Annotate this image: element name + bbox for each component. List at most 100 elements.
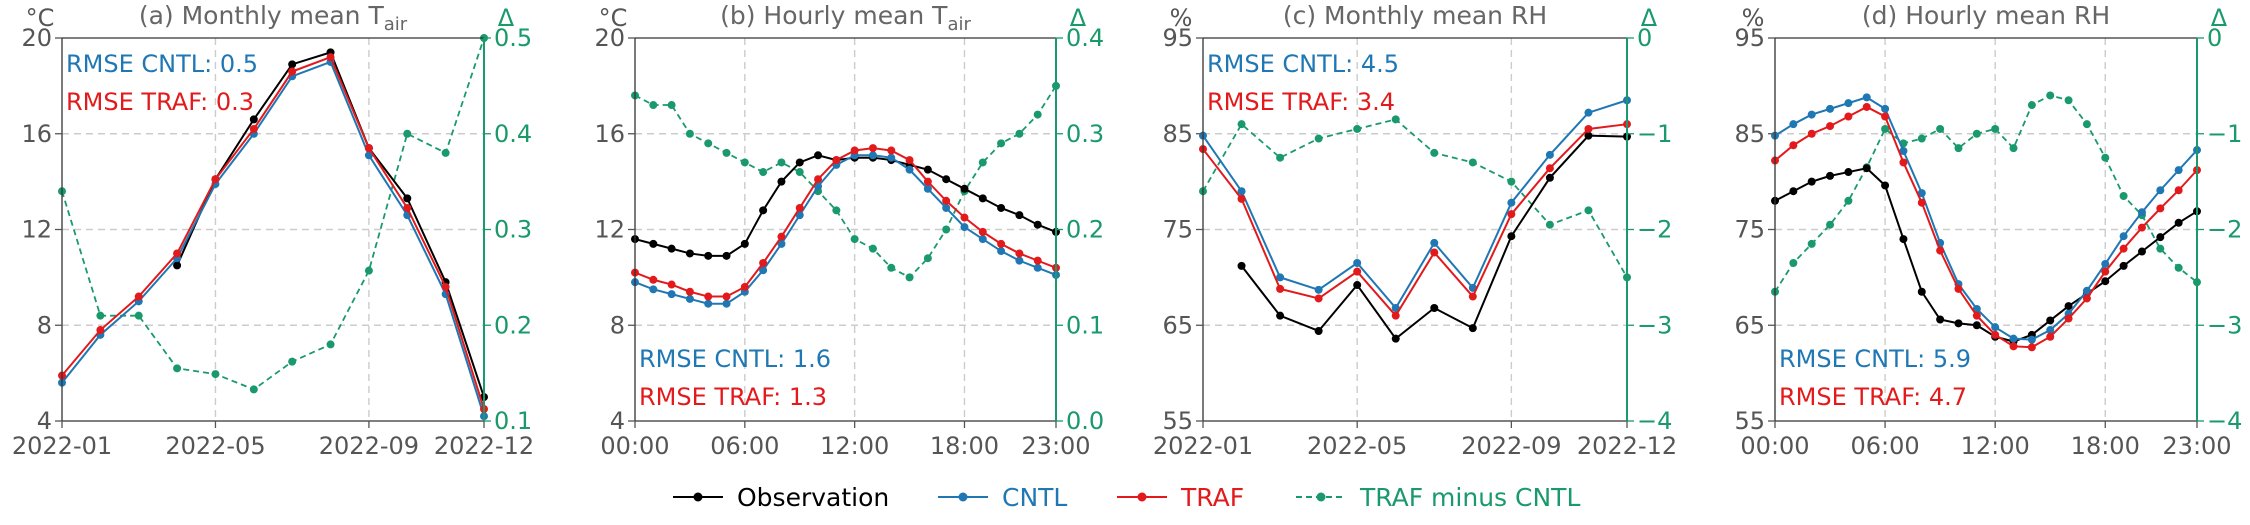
data-point-cntl — [1584, 108, 1593, 117]
y-right-tick-label: 0.3 — [1066, 120, 1104, 148]
data-point-diff — [1237, 120, 1246, 129]
panel-title: (a) Monthly mean Tair — [139, 1, 408, 35]
y-right-tick-label: −3 — [2207, 311, 2242, 339]
y-tick-label: 85 — [1734, 120, 1765, 148]
y-right-axis-label: Δ — [1641, 4, 1658, 32]
data-point-cntl — [1844, 99, 1853, 108]
data-point-traf — [2137, 223, 2146, 232]
data-point-observation — [2174, 218, 2183, 227]
data-point-observation — [288, 60, 297, 69]
data-point-diff — [1430, 148, 1439, 157]
data-point-diff — [1015, 129, 1024, 138]
data-point-cntl — [1881, 104, 1890, 113]
y-right-tick-label: 0.1 — [494, 407, 532, 435]
rmse-cntl-text: RMSE CNTL: 5.9 — [1779, 345, 1971, 373]
data-point-diff — [923, 254, 932, 263]
panel-title: (d) Hourly mean RH — [1862, 1, 2110, 30]
data-point-diff — [704, 139, 713, 148]
series-line-traf — [634, 147, 1057, 298]
data-point-diff — [850, 235, 859, 244]
data-point-cntl — [1033, 263, 1042, 272]
data-point-cntl — [2082, 286, 2091, 295]
y-tick-label: 95 — [1162, 24, 1193, 52]
y-right-tick-label: −3 — [1637, 311, 1672, 339]
data-point-observation — [1391, 334, 1400, 343]
y-tick-label: 8 — [610, 311, 625, 339]
data-point-observation — [1917, 287, 1926, 296]
data-point-diff — [2101, 153, 2110, 162]
panel-a: 4 8 12 16 20 0.1 0.2 0.3 0.4 0.5 2022-01 2022-05 202… — [12, 1, 534, 460]
rmse-cntl-text: RMSE CNTL: 0.5 — [66, 50, 258, 78]
data-point-diff — [403, 129, 412, 138]
y-axis-unit: % — [1742, 4, 1765, 32]
data-point-traf — [1789, 141, 1798, 150]
data-point-diff — [211, 370, 220, 379]
data-point-observation — [923, 165, 932, 174]
data-point-diff — [868, 244, 877, 253]
data-point-observation — [1545, 173, 1554, 182]
rmse-traf-text: RMSE TRAF: 4.7 — [1779, 383, 1967, 411]
data-point-traf — [923, 177, 932, 186]
data-point-diff — [1789, 259, 1798, 268]
data-point-observation — [1972, 321, 1981, 330]
data-point-observation — [2101, 277, 2110, 286]
data-point-observation — [1314, 326, 1323, 335]
data-point-observation — [1468, 324, 1477, 333]
data-point-observation — [1954, 319, 1963, 328]
data-point-cntl — [868, 151, 877, 160]
data-point-diff — [1507, 177, 1516, 186]
rmse-traf-text: RMSE TRAF: 1.3 — [639, 383, 827, 411]
data-point-observation — [777, 177, 786, 186]
data-point-traf — [2082, 294, 2091, 303]
y-tick-label: 12 — [594, 216, 625, 244]
data-point-traf — [2009, 342, 2018, 351]
data-point-diff — [2082, 120, 2091, 129]
data-point-traf — [1314, 294, 1323, 303]
data-point-cntl — [1917, 189, 1926, 198]
data-point-observation — [942, 175, 951, 184]
panel-d: 55 65 75 85 95 −4 −3 −2 −1 0 00:00 06:00 12:00 18:00 2… — [1734, 1, 2242, 460]
x-tick-label: 12:00 — [1961, 432, 2030, 460]
data-point-diff — [1972, 129, 1981, 138]
x-tick-label: 18:00 — [2071, 432, 2140, 460]
data-point-traf — [1917, 198, 1926, 207]
rmse-traf-text: RMSE TRAF: 3.4 — [1207, 88, 1395, 116]
data-point-traf — [326, 53, 335, 62]
data-point-cntl — [1237, 187, 1246, 196]
y-right-tick-label: −2 — [2207, 216, 2242, 244]
data-point-cntl — [364, 151, 373, 160]
data-point-cntl — [905, 165, 914, 174]
data-point-cntl — [2027, 335, 2036, 344]
data-point-traf — [722, 292, 731, 301]
y-tick-label: 12 — [21, 216, 52, 244]
data-point-traf — [249, 124, 258, 133]
data-point-traf — [1237, 194, 1246, 203]
data-point-observation — [649, 239, 658, 248]
data-point-diff — [1807, 239, 1816, 248]
data-point-traf — [960, 213, 969, 222]
data-point-cntl — [2156, 186, 2165, 195]
data-point-cntl — [1862, 93, 1871, 102]
data-point-traf — [649, 275, 658, 284]
series-line-observation — [1774, 167, 2198, 343]
y-axis-unit: % — [1170, 4, 1193, 32]
data-point-cntl — [978, 235, 987, 244]
data-point-traf — [1545, 164, 1554, 173]
data-point-diff — [1584, 206, 1593, 215]
data-point-diff — [685, 129, 694, 138]
data-point-traf — [1807, 129, 1816, 138]
data-point-diff — [1391, 115, 1400, 124]
data-point-traf — [1826, 122, 1835, 131]
data-point-observation — [997, 203, 1006, 212]
panel-b: 4 8 12 16 20 0.0 0.1 0.2 0.3 0.4 00:00 06:00 12:00 18… — [594, 1, 1104, 460]
y-right-tick-label: 0.4 — [494, 120, 532, 148]
legend-item-traf: TRAF — [1117, 483, 1244, 512]
data-point-cntl — [923, 184, 932, 193]
data-point-cntl — [1015, 256, 1024, 265]
data-point-diff — [905, 273, 914, 282]
series-line-diff — [634, 85, 1057, 279]
data-point-diff — [134, 311, 143, 320]
data-point-diff — [1314, 134, 1323, 143]
data-point-traf — [1468, 292, 1477, 301]
data-point-observation — [1844, 168, 1853, 177]
